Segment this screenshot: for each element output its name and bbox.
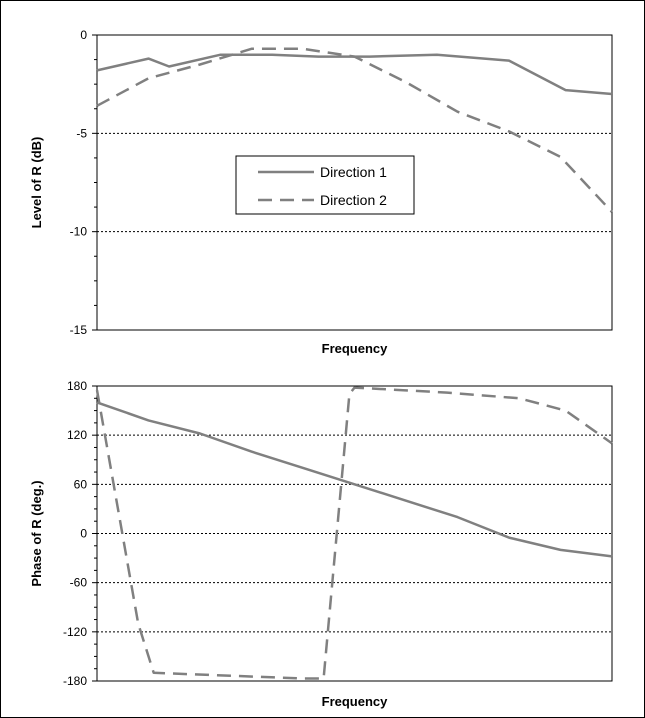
series-line-direction-1 [96, 401, 613, 558]
y-tick-label: 0 [80, 527, 87, 541]
phase-chart: 180 120 60 0 -60 -120 -180 Frequency Phase of R … [29, 379, 613, 709]
legend-box [235, 155, 415, 215]
series-line-direction-2 [96, 47, 613, 213]
y-tick-label: 120 [67, 428, 87, 442]
x-axis-title: Frequency [322, 694, 389, 709]
series-line-direction-2 [95, 386, 613, 680]
y-tick-label: 180 [67, 379, 87, 393]
y-tick-label: 60 [74, 477, 88, 491]
level-chart: 0 -5 -10 -15 Frequency Level of R (dB) Directi… [29, 28, 613, 356]
y-tick-label: -10 [70, 225, 88, 239]
legend-label: Direction 2 [320, 192, 387, 208]
y-tick-label: -180 [63, 674, 87, 688]
y-axis-title: Level of R (dB) [29, 137, 44, 229]
y-tick-label: 0 [80, 28, 87, 42]
y-tick-label: -5 [76, 126, 87, 140]
legend-label: Direction 1 [320, 164, 387, 180]
y-tick-label: -15 [70, 323, 88, 337]
y-axis-title: Phase of R (deg.) [29, 480, 44, 586]
x-axis-title: Frequency [322, 341, 389, 356]
series-line-direction-1 [96, 53, 613, 96]
y-tick-label: -60 [70, 576, 88, 590]
y-tick-label: -120 [63, 625, 87, 639]
